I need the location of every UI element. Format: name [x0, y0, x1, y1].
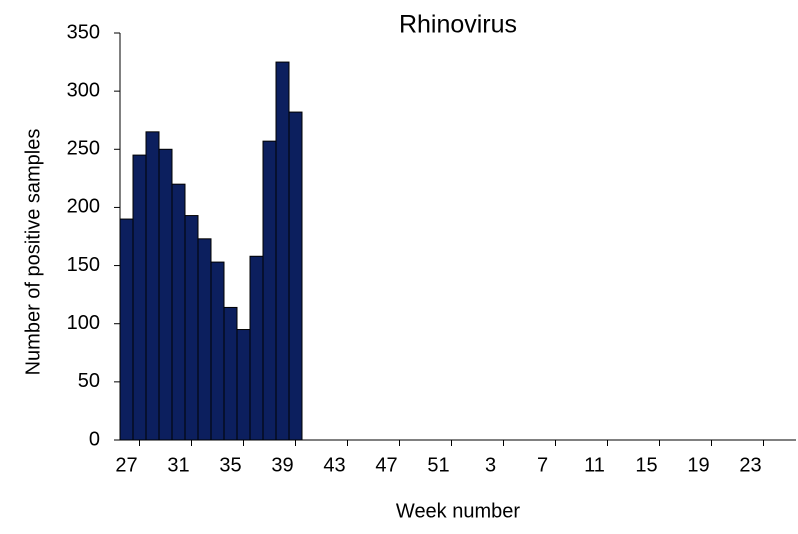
bar — [158, 148, 173, 441]
x-tick-label: 39 — [271, 454, 293, 476]
bar — [275, 61, 290, 441]
x-tick-label: 19 — [687, 454, 709, 476]
bar — [171, 183, 186, 441]
chart-title: Rhinovirus — [399, 11, 517, 39]
y-tick-label: 200 — [67, 196, 100, 218]
y-tick-label: 0 — [89, 428, 100, 450]
x-tick-label: 27 — [115, 454, 137, 476]
y-axis-label: Number of positive samples — [22, 129, 44, 376]
x-tick-label: 43 — [323, 454, 345, 476]
bar — [262, 140, 277, 441]
y-tick-label: 300 — [67, 79, 100, 101]
x-tick-label: 35 — [219, 454, 241, 476]
x-tick-label: 51 — [427, 454, 449, 476]
x-tick-label: 7 — [537, 454, 548, 476]
y-tick-label: 100 — [67, 312, 100, 334]
y-tick-label: 350 — [67, 21, 100, 43]
bar — [119, 218, 134, 441]
bar — [210, 261, 225, 441]
bar — [288, 111, 303, 441]
x-tick-label: 11 — [584, 454, 605, 476]
y-tick-label: 150 — [67, 254, 100, 276]
bar — [236, 329, 251, 441]
bar — [223, 306, 238, 441]
bar — [132, 154, 147, 441]
bar — [145, 131, 160, 441]
y-tick-label: 250 — [67, 138, 100, 160]
x-tick-label: 31 — [167, 454, 189, 476]
x-tick-label: 23 — [739, 454, 761, 476]
x-tick-label: 47 — [375, 454, 397, 476]
x-axis-label: Week number — [396, 500, 520, 522]
y-tick-label: 50 — [78, 370, 100, 392]
bar — [197, 238, 212, 441]
bar — [184, 215, 199, 441]
x-tick-label: 15 — [635, 454, 657, 476]
bar — [249, 255, 264, 441]
x-tick-label: 3 — [485, 454, 496, 476]
